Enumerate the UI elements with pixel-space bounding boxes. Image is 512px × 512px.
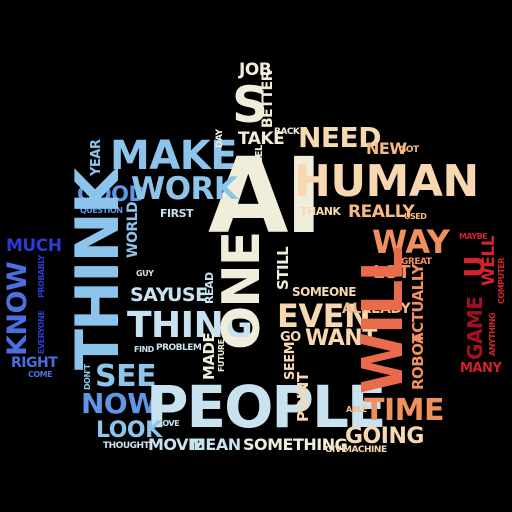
word-love: LOVE (158, 419, 180, 428)
word-game: GAME (463, 296, 487, 360)
word-great: GREAT (401, 257, 432, 267)
word-world: WORLD (125, 201, 141, 258)
word-lot: LOT (373, 262, 410, 283)
word-s: S (232, 76, 268, 134)
word-human: HUMAN (294, 156, 479, 207)
word-question: QUESTION (80, 206, 123, 215)
word-anything: ANYTHING (488, 312, 497, 356)
word-computer: COMPUTER (497, 257, 506, 304)
word-one: ONE (212, 232, 272, 350)
word-robot: ROBOT (409, 333, 427, 390)
word-problem: PROBLEM (156, 343, 202, 353)
word-work: WORK (131, 171, 238, 207)
word-go: GO (280, 330, 301, 345)
word-future: FUTURE (217, 339, 226, 372)
word-think: THINK (63, 169, 133, 370)
word-day: DAY (215, 129, 225, 148)
word-still: STILL (274, 246, 292, 290)
word-able: ABLE (346, 405, 367, 414)
word-many: MANY (460, 361, 502, 376)
word-read: READ (203, 272, 216, 304)
word-maybe: MAYBE (459, 232, 488, 241)
word-see: SEE (95, 359, 157, 394)
word-probably: PROBABLY (37, 255, 46, 298)
word-already: ALREADY (342, 301, 411, 317)
word-made: MADE (200, 332, 218, 380)
word-even: EVEN (277, 297, 371, 335)
word-guy: GUY (136, 269, 154, 278)
word-going: GOING (345, 424, 424, 449)
word-take: TAKE (238, 129, 285, 149)
word-feel: FEEL (254, 145, 265, 170)
word-look: LOOK (96, 418, 162, 443)
word-need: NEED (298, 121, 381, 154)
word-now: NOW (81, 387, 158, 420)
word-make: MAKE (110, 133, 238, 179)
word-much: MUCH (6, 236, 62, 256)
word-better: BETTER (260, 71, 276, 128)
word-something: SOMETHING (243, 435, 348, 454)
word-mean: MEAN (190, 435, 241, 454)
word-point: POINT (294, 372, 312, 422)
word-used: USED (404, 212, 427, 221)
word-right: RIGHT (11, 355, 58, 371)
word-find: FIND (134, 345, 154, 354)
word-job: JOB (239, 60, 272, 80)
word-good: GOOD (77, 182, 146, 206)
word-give: GIVE (325, 445, 347, 455)
word-someone: SOMEONE (292, 285, 356, 299)
word-way: WAY (372, 223, 450, 261)
word-new: NEW (366, 139, 407, 158)
word-really: REALLY (348, 202, 415, 222)
word-well: WELL (479, 235, 499, 286)
word-come: COME (28, 370, 53, 379)
word-thing: THING (127, 305, 253, 346)
word-everyone: EVERYONE (37, 310, 46, 354)
word-thank: THANK (300, 205, 341, 218)
word-know: KNOW (2, 261, 33, 356)
word-people: PEOPLE (146, 373, 387, 441)
word-actually: ACTUALLY (409, 264, 427, 344)
word-say: SAY (130, 284, 169, 306)
word-want: WANT (305, 326, 377, 351)
word-machine: MACHINE (343, 445, 387, 455)
word-use: USE (167, 284, 208, 306)
word-got: GOT (399, 145, 419, 155)
word-back: BACK (274, 127, 300, 137)
word-movie: MOVIE (148, 435, 204, 454)
word-dont: DON'T (83, 364, 92, 390)
word-thought: THOUGHT (103, 441, 150, 451)
word-time: TIME (364, 393, 444, 428)
word-ai: AI (208, 135, 323, 257)
word-first: FIRST (160, 207, 194, 220)
word-will: WILL (351, 248, 416, 394)
